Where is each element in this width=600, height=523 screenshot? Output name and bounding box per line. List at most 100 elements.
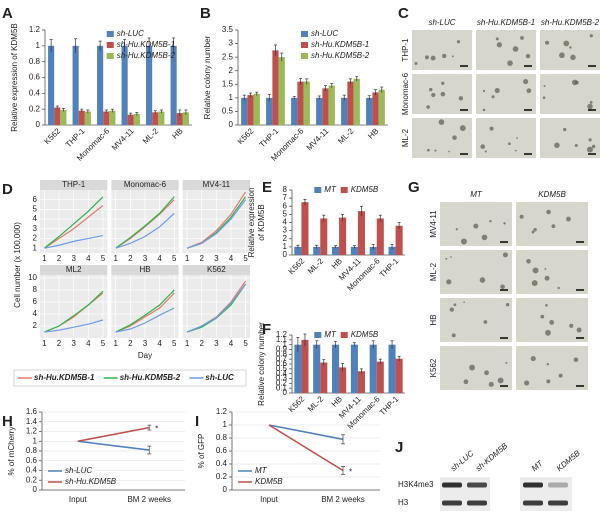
bar xyxy=(372,92,379,125)
y-tick-label: 0.5 xyxy=(276,364,288,373)
y-tick-label: 0.6 xyxy=(29,73,41,82)
colony xyxy=(481,234,488,241)
x-tick-label: 3 xyxy=(214,254,219,263)
legend-label: sh-LUC xyxy=(117,29,144,38)
colony xyxy=(546,379,551,384)
y-tick-label: 1.1 xyxy=(276,335,288,344)
bar xyxy=(322,88,329,125)
colony xyxy=(445,257,448,260)
x-tick-label: THP-1 xyxy=(258,126,281,149)
line xyxy=(44,319,104,333)
colony xyxy=(546,363,549,366)
colony xyxy=(507,60,513,66)
colony xyxy=(482,108,486,112)
y-axis-label: Relative colony number xyxy=(203,35,212,119)
y-axis-label: Relative expression of KDM5B xyxy=(10,23,19,132)
legend-label: KDM5B xyxy=(351,330,379,339)
error-bar xyxy=(98,40,102,51)
error-bar xyxy=(397,355,401,362)
bar xyxy=(369,246,377,255)
colony xyxy=(453,303,457,307)
line xyxy=(268,424,344,472)
y-tick-label: 10 xyxy=(28,273,37,282)
y-tick-label: 1.4 xyxy=(26,417,38,426)
bar xyxy=(316,97,323,125)
line xyxy=(268,424,344,441)
colony xyxy=(479,277,486,283)
x-tick-label: ML-2 xyxy=(306,394,326,414)
colony xyxy=(526,88,532,94)
colony xyxy=(496,42,502,48)
error-bar xyxy=(380,86,384,93)
y-tick-label: 4 xyxy=(283,218,288,227)
colony xyxy=(508,142,511,146)
bar xyxy=(97,45,104,126)
micrograph xyxy=(516,250,588,294)
facet-title: HB xyxy=(139,265,150,274)
y-tick-label: 6 xyxy=(33,195,38,204)
colony xyxy=(588,138,592,142)
legend-label: KDM5B xyxy=(255,477,283,486)
colony xyxy=(473,223,479,229)
colony xyxy=(414,62,418,65)
legend-box xyxy=(13,369,247,387)
x-tick-label: 4 xyxy=(229,339,234,348)
error-bar xyxy=(305,78,309,85)
blot-band xyxy=(523,500,543,506)
error-bar xyxy=(296,337,300,352)
error-bar xyxy=(61,108,65,112)
panel-label: H xyxy=(2,413,13,430)
error-bar xyxy=(322,359,326,366)
x-tick-label: 1 xyxy=(185,339,190,348)
micrograph xyxy=(440,250,512,294)
facet-title: K562 xyxy=(207,265,226,274)
x-tick-label: K562 xyxy=(287,256,307,276)
y-tick-label: 1 xyxy=(33,436,38,445)
y-tick-label: 0.2 xyxy=(216,472,228,481)
row-label: MV4-11 xyxy=(429,210,438,238)
column-label: sh-Hu.KDM5B-2 xyxy=(541,18,600,27)
legend-swatch xyxy=(314,187,322,193)
line xyxy=(186,191,247,249)
error-bar xyxy=(315,340,319,349)
x-tick-label: 2 xyxy=(128,339,133,348)
error-bar xyxy=(104,109,108,114)
error-bar xyxy=(330,83,334,88)
bar xyxy=(350,246,358,255)
colony xyxy=(451,333,456,338)
blot-band xyxy=(467,482,487,488)
x-tick-label: THP-1 xyxy=(64,126,87,149)
row-label: K562 xyxy=(429,358,438,377)
x-tick-label: ML-2 xyxy=(141,126,161,146)
bar xyxy=(182,112,189,125)
error-bar xyxy=(349,78,352,85)
y-tick-label: 1.2 xyxy=(276,330,288,339)
colony xyxy=(520,36,524,40)
colony xyxy=(526,258,531,264)
colony xyxy=(525,53,531,59)
colony xyxy=(589,34,593,38)
colony xyxy=(455,228,458,231)
y-tick-label: 8 xyxy=(283,185,288,194)
colony xyxy=(530,356,536,362)
facet-title: ML2 xyxy=(66,265,82,274)
colony xyxy=(489,219,492,223)
colony xyxy=(448,150,450,153)
bar xyxy=(297,81,304,125)
column-label: sh-LUC xyxy=(428,18,455,27)
colony xyxy=(450,256,452,258)
y-tick-label: 1 xyxy=(223,420,228,429)
colony xyxy=(429,87,433,92)
colony xyxy=(489,126,494,131)
y-tick-label: 0.9 xyxy=(276,345,288,354)
blot-band xyxy=(548,482,568,488)
y-tick-label: 1 xyxy=(283,340,288,349)
colony xyxy=(591,144,596,149)
error-bar xyxy=(242,94,246,101)
x-tick-label: HB xyxy=(330,257,344,271)
error-bar xyxy=(80,108,84,113)
error-bar xyxy=(378,358,382,364)
bar xyxy=(376,218,384,255)
bar xyxy=(332,344,340,393)
